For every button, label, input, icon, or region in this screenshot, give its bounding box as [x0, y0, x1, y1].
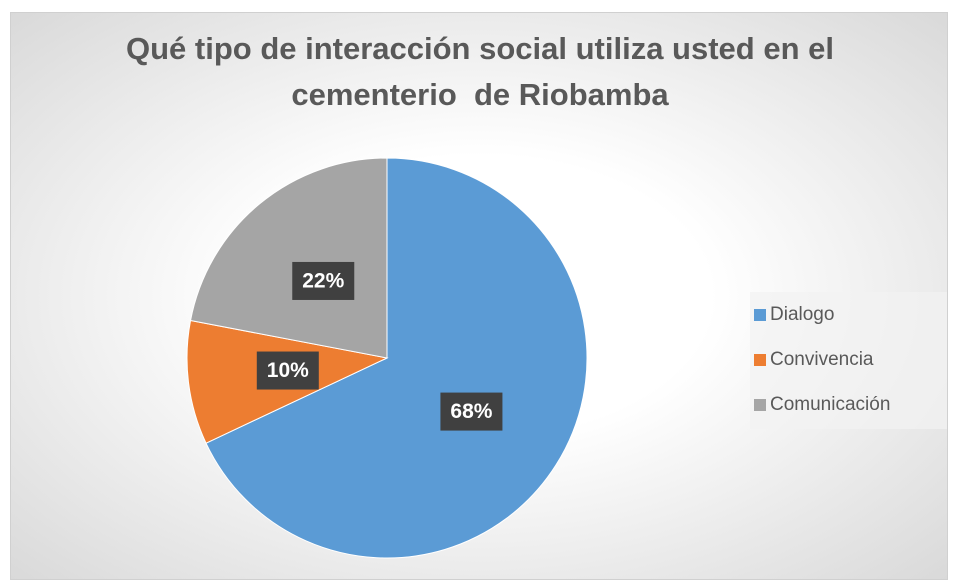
- data-label-box: [256, 351, 319, 390]
- legend-label: Dialogo: [770, 304, 834, 325]
- legend-label: Comunicación: [770, 394, 890, 415]
- legend-swatch: [754, 354, 766, 366]
- legend-swatch: [754, 309, 766, 321]
- chart-title: Qué tipo de interacción social utiliza u…: [126, 31, 843, 112]
- data-label: 10%: [267, 359, 309, 382]
- pie-slice: [189, 157, 388, 359]
- data-label: 68%: [450, 400, 492, 423]
- data-label-box: [440, 392, 503, 431]
- data-label: 22%: [302, 269, 344, 292]
- pie-slice: [205, 157, 588, 559]
- legend-swatch: [754, 399, 766, 411]
- legend-label: Convivencia: [770, 349, 874, 370]
- data-label-box: [292, 261, 355, 300]
- legend-box: [750, 292, 947, 429]
